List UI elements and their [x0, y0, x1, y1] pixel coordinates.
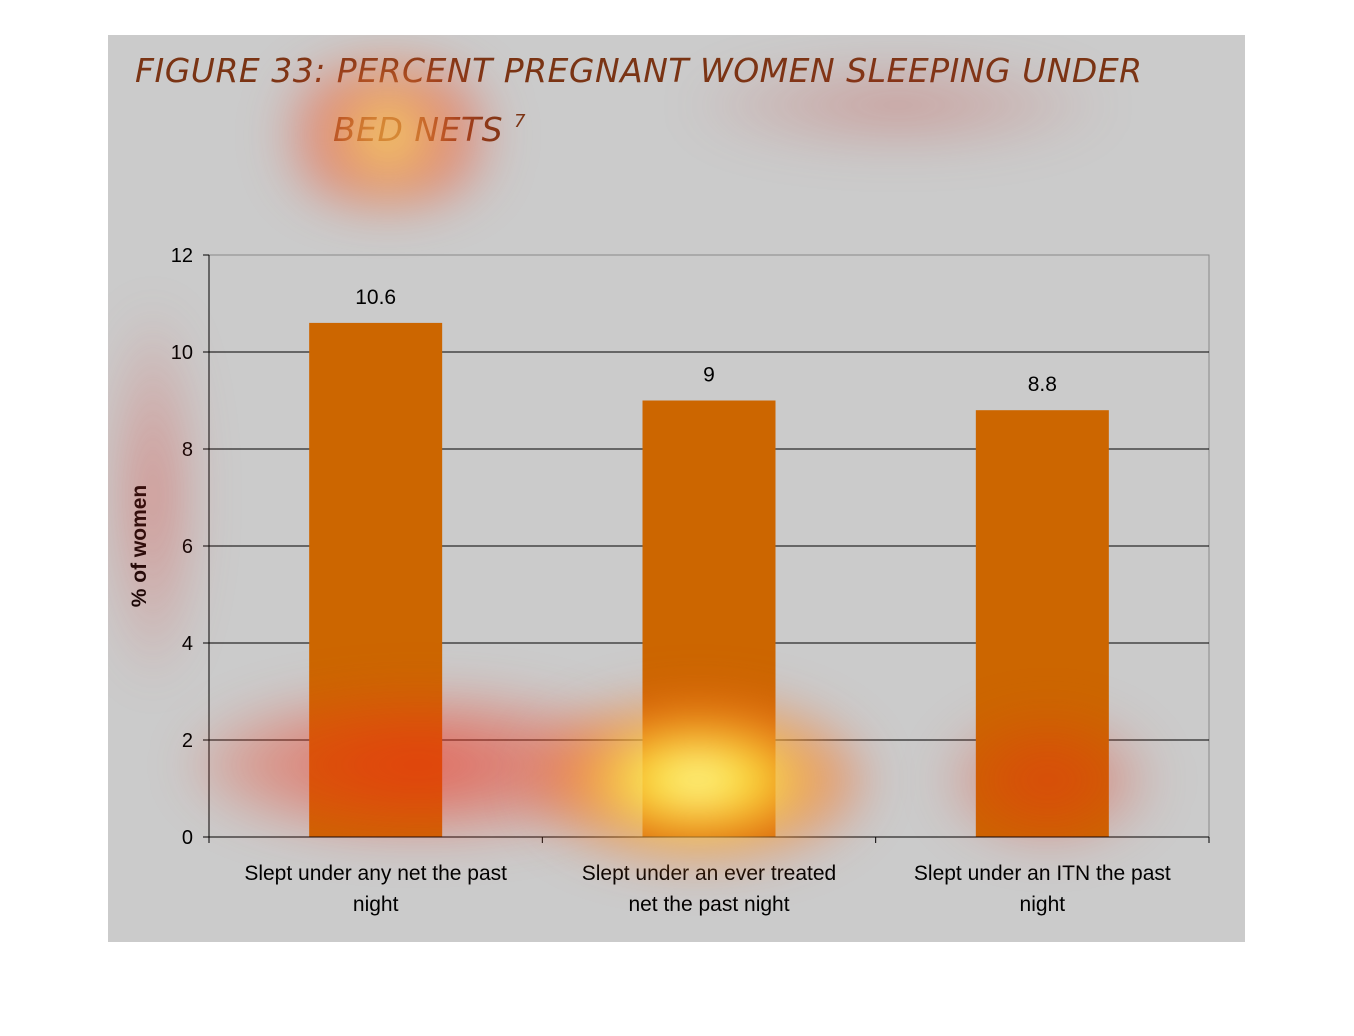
data-label: 10.6 — [355, 286, 396, 309]
bar-chart: 0 2 4 6 8 10 12 10.6 9 8.8 Slept under any net the… — [128, 245, 1210, 916]
x-tick-label-line: night — [1020, 893, 1066, 916]
x-tick-label-line: net the past night — [628, 893, 789, 916]
chart-title-footnote: 7 — [514, 111, 526, 132]
x-tick-label-line: Slept under an ever treated — [582, 862, 837, 885]
x-tick-label: Slept under an ITN the past night — [914, 862, 1171, 916]
bar — [642, 400, 776, 837]
x-tick-label-line: Slept under any net the past — [244, 862, 507, 885]
y-tick-label: 8 — [182, 439, 193, 461]
y-tick-label: 6 — [182, 536, 193, 558]
x-tick-label: Slept under any net the past night — [244, 862, 507, 916]
x-tick-label-line: Slept under an ITN the past — [914, 862, 1171, 885]
chart-panel: FIGURE 33: PERCENT PREGNANT WOMEN SLEEPI… — [108, 35, 1245, 942]
y-tick-label: 2 — [182, 730, 193, 752]
y-tick-label: 4 — [182, 633, 193, 655]
bar — [309, 322, 443, 837]
data-label: 9 — [703, 364, 715, 387]
y-tick-label: 12 — [171, 245, 193, 267]
y-tick-label: 10 — [171, 342, 193, 364]
y-axis-title: % of women — [128, 485, 151, 608]
x-tick-label-line: night — [353, 893, 399, 916]
bar — [975, 410, 1109, 837]
y-tick-label: 0 — [182, 827, 193, 849]
data-label: 8.8 — [1028, 373, 1057, 396]
x-tick-label: Slept under an ever treated net the past … — [582, 862, 837, 916]
